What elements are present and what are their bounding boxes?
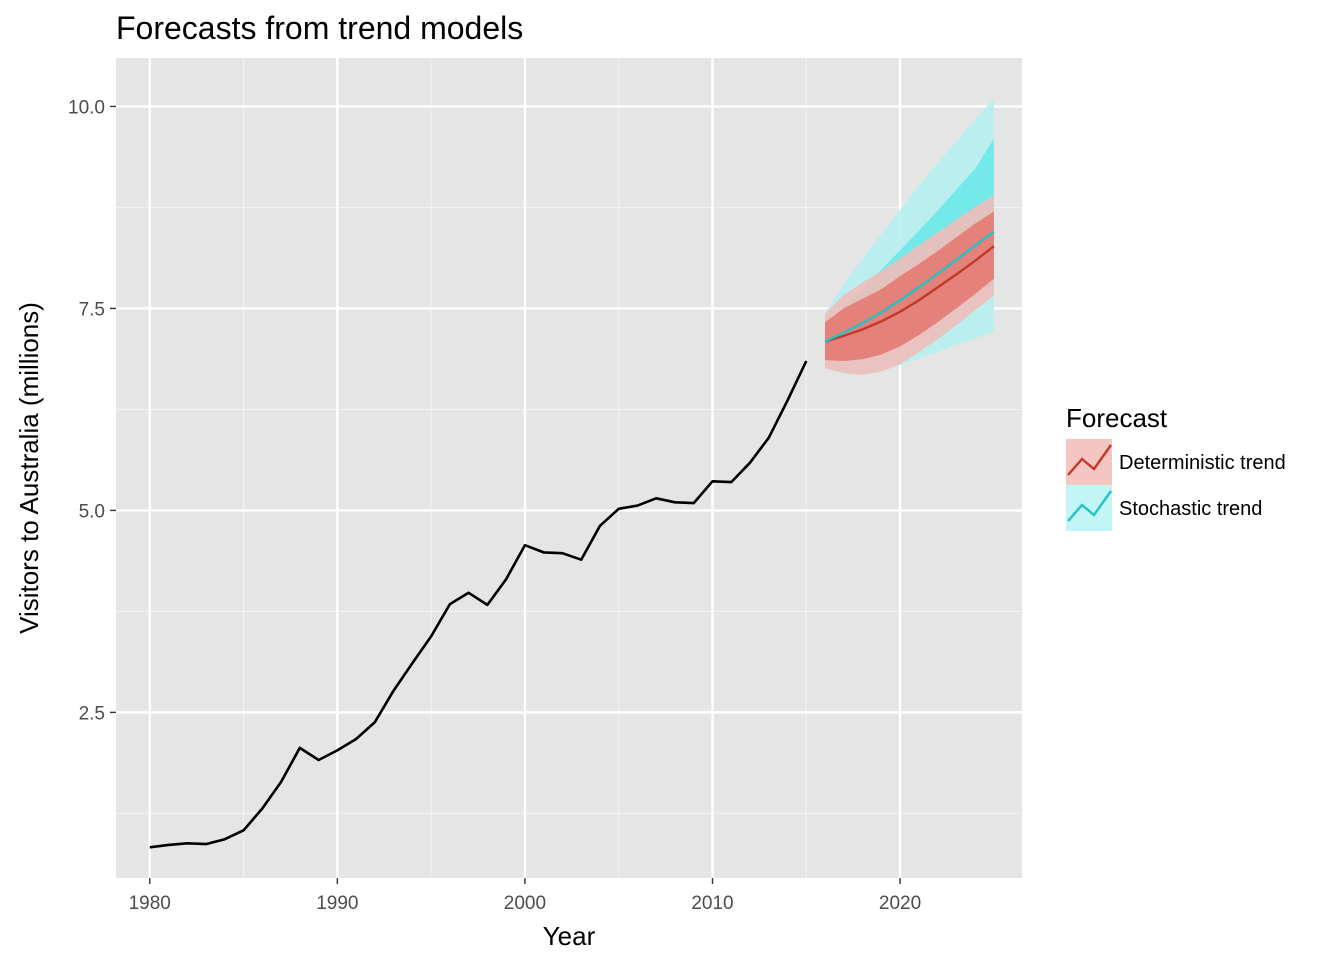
legend-key-fill [1066,485,1112,531]
y-axis-title: Visitors to Australia (millions) [14,302,44,634]
legend-item: Deterministic trend [1066,439,1286,485]
grid-major [116,58,1022,878]
legend-label: Stochastic trend [1119,498,1262,520]
chart-title: Forecasts from trend models [116,10,523,46]
legend-key-fill [1066,439,1112,485]
x-tick-label: 1990 [316,893,358,914]
stochastic-trend-mean-line [824,230,995,343]
legend-title: Forecast [1066,403,1168,433]
grid-minor [116,58,1022,878]
y-tick-label: 2.5 [79,703,105,724]
deterministic-trend-band-80 [825,211,994,361]
forecast-bands [825,98,994,375]
x-axis: 1980 1990 2000 2010 2020 [129,878,921,914]
legend-key-line [1067,444,1112,476]
y-axis: 2.5 5.0 7.5 10.0 [68,97,116,724]
x-tick-label: 2020 [879,893,921,914]
series-lines [149,230,995,849]
y-tick-label: 10.0 [68,97,105,118]
y-tick-label: 7.5 [79,299,105,320]
legend-item: Stochastic trend [1066,485,1262,531]
x-axis-title: Year [543,921,596,951]
legend: Forecast Deterministic trend Stochastic t… [1066,403,1286,531]
deterministic-trend-mean-line [824,245,995,343]
x-tick-label: 2010 [691,893,733,914]
observed-series-line [149,360,808,849]
legend-label: Deterministic trend [1119,452,1286,474]
x-tick-label: 2000 [504,893,546,914]
legend-key-line [1067,490,1112,522]
plot-panel [116,58,1022,878]
x-tick-label: 1980 [129,893,171,914]
y-tick-label: 5.0 [79,501,105,522]
